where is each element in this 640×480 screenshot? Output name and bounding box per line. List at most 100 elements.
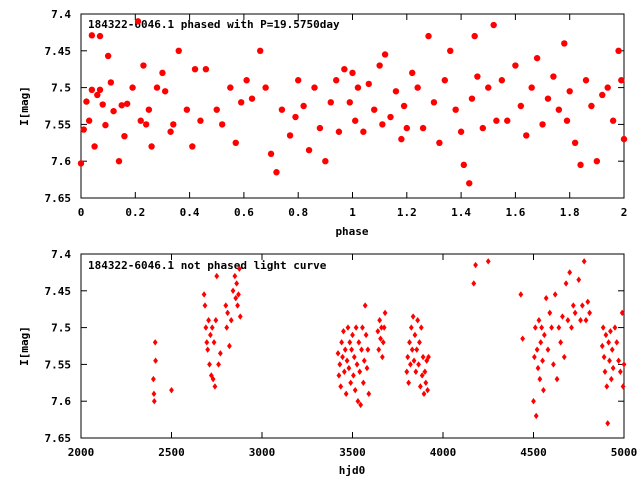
unphased-x-ticks: 2000 2500 3000 3500 4000 4500 5000 — [68, 254, 638, 459]
phased-data-point — [479, 124, 487, 132]
phased-data-point — [77, 160, 85, 167]
phased-data-point — [96, 86, 104, 94]
unphased-data-point — [600, 324, 606, 331]
phased-data-point — [80, 126, 87, 133]
phased-data-point — [387, 113, 394, 121]
unphased-data-point — [345, 324, 351, 331]
phased-y-tick-label: 7.65 — [45, 192, 72, 205]
unphased-data-point — [359, 346, 364, 353]
phased-data-point — [99, 101, 106, 108]
unphased-data-point — [337, 361, 343, 368]
unphased-data-point — [360, 324, 365, 331]
unphased-data-point — [535, 364, 541, 372]
unphased-data-point — [358, 401, 364, 409]
unphased-data-point — [520, 335, 526, 342]
phased-data-point — [110, 107, 117, 115]
unphased-data-point — [376, 346, 382, 353]
unphased-data-point — [216, 361, 221, 368]
unphased-data-point — [349, 346, 354, 353]
phased-data-point — [248, 95, 256, 102]
phased-data-point — [123, 100, 131, 107]
unphased-data-point — [236, 265, 242, 272]
unphased-x-tick-label: 5000 — [611, 446, 638, 459]
unphased-data-point — [169, 386, 174, 394]
unphased-data-point — [338, 383, 344, 390]
phased-x-tick-label: 0.8 — [288, 206, 308, 219]
phased-data-point — [452, 106, 459, 113]
unphased-data-point — [234, 280, 240, 287]
phased-data-point — [142, 121, 150, 128]
unphased-data-point — [210, 375, 216, 383]
phased-data-point — [94, 91, 101, 99]
phased-data-point — [349, 69, 356, 77]
phased-data-point — [88, 86, 96, 94]
phased-data-point — [286, 132, 294, 139]
unphased-data-point — [410, 313, 416, 320]
phased-data-point — [189, 143, 196, 150]
unphased-data-point — [202, 302, 208, 309]
phased-data-point — [604, 84, 611, 91]
unphased-data-point — [204, 339, 210, 346]
phased-x-tick-label: 0.6 — [234, 206, 254, 219]
unphased-data-point — [608, 328, 613, 335]
unphased-data-point — [541, 331, 547, 339]
phased-data-point — [460, 161, 468, 169]
unphased-data-point — [357, 368, 363, 375]
phased-y-ticks: 7.4 7.45 7.5 7.55 7.6 7.65 — [45, 8, 624, 205]
unphased-data-point — [534, 346, 540, 353]
unphased-data-point — [153, 357, 158, 364]
unphased-y-tick-label: 7.65 — [45, 432, 72, 445]
unphased-data-point — [563, 280, 569, 287]
phased-chart-title: 184322-6046.1 phased with P=19.5750day — [88, 18, 340, 31]
unphased-data-point — [533, 412, 539, 420]
unphased-data-point — [543, 294, 549, 302]
unphased-data-point — [363, 331, 369, 339]
unphased-data-point — [581, 258, 587, 265]
phased-data-point — [414, 84, 421, 91]
phased-y-axis-label: I[mag] — [18, 86, 31, 126]
unphased-data-point — [616, 357, 621, 364]
phased-data-point — [91, 143, 98, 150]
unphased-data-point — [348, 379, 354, 386]
unphased-data-point — [354, 361, 360, 368]
phased-data-point — [161, 88, 169, 95]
phased-data-points — [77, 18, 628, 187]
unphased-data-point — [558, 339, 564, 346]
unphased-data-point — [223, 302, 229, 309]
phased-x-tick-label: 1.2 — [397, 206, 417, 219]
unphased-data-point — [473, 261, 478, 269]
unphased-data-point — [604, 383, 610, 390]
unphased-data-point — [344, 357, 350, 364]
unphased-data-point — [536, 317, 542, 324]
unphased-data-point — [375, 328, 381, 335]
phased-data-point — [134, 18, 142, 25]
unphased-data-point — [405, 353, 411, 361]
phased-data-point — [243, 77, 250, 84]
phased-data-point — [618, 77, 625, 84]
phased-data-point — [88, 32, 96, 39]
unphased-data-point — [339, 339, 345, 346]
unphased-x-tick-label: 4500 — [520, 446, 547, 459]
unphased-data-point — [547, 309, 553, 317]
unphased-x-axis-label: hjd0 — [339, 464, 366, 477]
unphased-data-point — [336, 372, 342, 379]
unphased-data-point — [583, 317, 589, 324]
unphased-data-point — [576, 276, 582, 283]
unphased-data-point — [485, 258, 491, 265]
unphased-panel: 184322-6046.1 not phased light curve hjd… — [18, 248, 637, 477]
phased-data-point — [129, 84, 136, 91]
unphased-data-point — [585, 298, 591, 306]
phased-data-point — [425, 32, 432, 40]
unphased-data-point — [340, 353, 345, 361]
phased-data-point — [145, 106, 153, 113]
phased-data-point — [327, 99, 334, 106]
phased-data-point — [609, 117, 617, 124]
unphased-data-point — [518, 291, 524, 298]
unphased-data-point — [565, 317, 571, 324]
phased-data-point — [379, 121, 386, 128]
phased-data-point — [517, 102, 525, 110]
phased-data-point — [392, 88, 400, 95]
phased-data-point — [471, 32, 478, 40]
phased-data-point — [566, 88, 573, 95]
